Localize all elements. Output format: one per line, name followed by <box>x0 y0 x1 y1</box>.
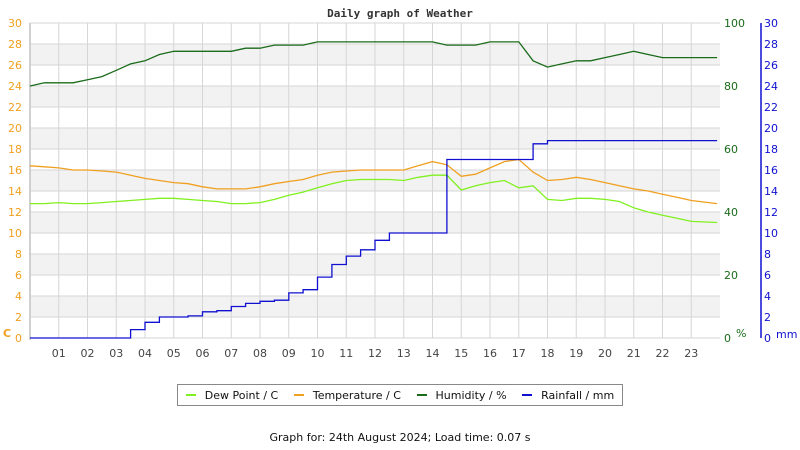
chart-title: Daily graph of Weather <box>327 7 473 20</box>
left-tick-label: 22 <box>8 101 22 114</box>
x-tick-label: 09 <box>282 347 296 360</box>
legend-label: Dew Point / C <box>204 388 279 402</box>
rainfall-tick-label: 14 <box>764 185 778 198</box>
legend-swatch <box>293 394 304 396</box>
rainfall-tick-label: 24 <box>764 80 778 93</box>
rainfall-tick-label: 22 <box>764 101 778 114</box>
x-tick-label: 10 <box>311 347 325 360</box>
rainfall-tick-label: 28 <box>764 38 778 51</box>
humidity-tick-label: 80 <box>724 80 738 93</box>
humidity-axis-ticks: 0 20 40 60 80 100 <box>724 17 745 345</box>
left-tick-label: 2 <box>15 311 22 324</box>
left-tick-label: 18 <box>8 143 22 156</box>
rainfall-tick-label: 12 <box>764 206 778 219</box>
humidity-tick-label: 20 <box>724 269 738 282</box>
legend-label: Rainfall / mm <box>541 388 615 402</box>
left-tick-label: 4 <box>15 290 22 303</box>
left-tick-label: 26 <box>8 59 22 72</box>
series-line-dew <box>30 174 718 224</box>
chart-legend: Dew Point / C Temperature / C Humidity / %… <box>177 384 623 406</box>
rainfall-tick-label: 16 <box>764 164 778 177</box>
rainfall-tick-label: 0 <box>764 332 771 345</box>
x-tick-label: 01 <box>52 347 66 360</box>
x-tick-label: 13 <box>397 347 411 360</box>
x-tick-label: 19 <box>569 347 583 360</box>
left-tick-label: 8 <box>15 248 22 261</box>
left-tick-label: 12 <box>8 206 22 219</box>
footer-text: Graph for: 24th August 2024; Load time: … <box>269 431 531 444</box>
humidity-tick-label: 0 <box>724 332 731 345</box>
series-line-humidity <box>29 41 718 87</box>
x-tick-label: 07 <box>224 347 238 360</box>
rainfall-tick-label: 6 <box>764 269 771 282</box>
x-axis-ticks: 01 02 03 04 05 06 07 08 09 10 11 12 13 14 15 16 17 18 19 20… <box>52 347 699 360</box>
left-tick-label: 30 <box>8 17 22 30</box>
x-tick-label: 03 <box>109 347 123 360</box>
x-tick-label: 22 <box>656 347 670 360</box>
x-tick-label: 14 <box>426 347 440 360</box>
x-tick-label: 06 <box>196 347 210 360</box>
legend-swatch <box>416 394 427 396</box>
humidity-axis-unit: % <box>736 327 746 340</box>
legend-label: Humidity / % <box>435 388 507 402</box>
left-tick-label: 16 <box>8 164 22 177</box>
humidity-tick-label: 100 <box>724 17 745 30</box>
legend-item: Temperature / C <box>293 388 401 402</box>
rainfall-tick-label: 18 <box>764 143 778 156</box>
x-tick-label: 11 <box>339 347 353 360</box>
x-tick-label: 16 <box>483 347 497 360</box>
left-tick-label: 24 <box>8 80 22 93</box>
x-tick-label: 18 <box>541 347 555 360</box>
rainfall-tick-label: 4 <box>764 290 771 303</box>
x-tick-label: 12 <box>368 347 382 360</box>
rainfall-tick-label: 2 <box>764 311 771 324</box>
left-tick-label: 20 <box>8 122 22 135</box>
series-lines <box>29 41 718 339</box>
legend-item: Dew Point / C <box>185 388 279 402</box>
rainfall-tick-label: 20 <box>764 122 778 135</box>
x-tick-label: 04 <box>138 347 152 360</box>
left-tick-label: 6 <box>15 269 22 282</box>
legend-swatch <box>185 394 196 396</box>
humidity-tick-label: 60 <box>724 143 738 156</box>
left-axis-unit: C <box>3 327 11 340</box>
left-tick-label: 0 <box>15 332 22 345</box>
series-line-temperature <box>29 158 718 205</box>
left-tick-label: 10 <box>8 227 22 240</box>
legend-label: Temperature / C <box>312 388 401 402</box>
series-line-rainfall <box>30 139 718 339</box>
grid-lines <box>29 22 720 340</box>
x-tick-label: 05 <box>167 347 181 360</box>
humidity-tick-label: 40 <box>724 206 738 219</box>
left-tick-label: 14 <box>8 185 22 198</box>
legend-item: Humidity / % <box>416 388 507 402</box>
rainfall-tick-label: 26 <box>764 59 778 72</box>
x-tick-label: 02 <box>81 347 95 360</box>
left-tick-label: 28 <box>8 38 22 51</box>
rainfall-tick-label: 8 <box>764 248 771 261</box>
rainfall-tick-label: 10 <box>764 227 778 240</box>
x-tick-label: 20 <box>598 347 612 360</box>
x-tick-label: 08 <box>253 347 267 360</box>
x-tick-label: 21 <box>627 347 641 360</box>
rainfall-axis-unit: mm <box>776 328 797 341</box>
legend-swatch <box>522 394 533 396</box>
x-tick-label: 17 <box>512 347 526 360</box>
rainfall-tick-label: 30 <box>764 17 778 30</box>
x-tick-label: 15 <box>454 347 468 360</box>
legend-item: Rainfall / mm <box>522 389 614 402</box>
x-tick-label: 23 <box>684 347 698 360</box>
